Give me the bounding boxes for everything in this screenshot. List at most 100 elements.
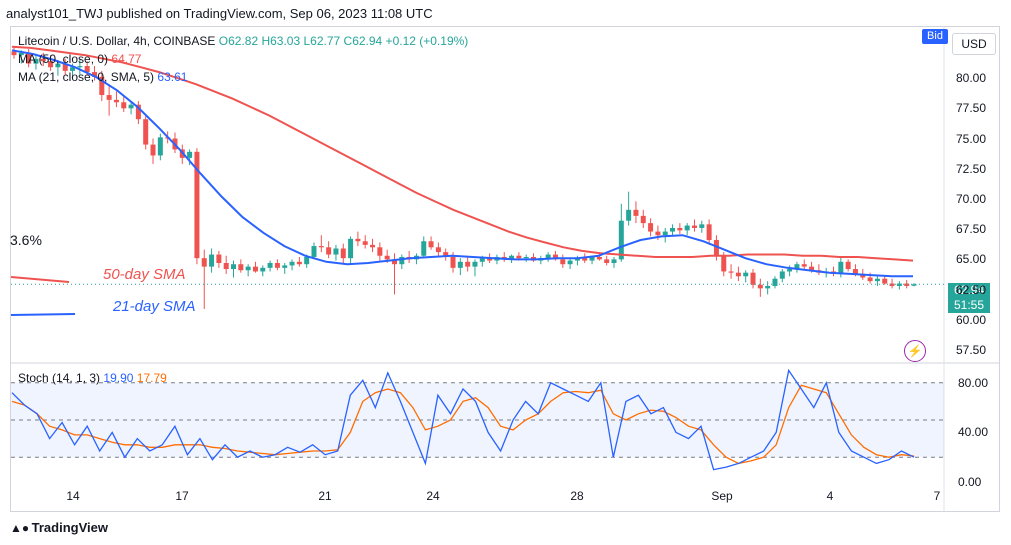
candle-body [370, 244, 376, 248]
candle-body [377, 247, 383, 256]
candle-body [18, 52, 24, 56]
candle-body [26, 52, 32, 64]
legend-stoch-label[interactable]: Stoch (14, 1, 3) [18, 371, 101, 385]
candle-body [40, 58, 46, 62]
candle-body [582, 258, 588, 261]
price-tick-label: 62.50 [956, 282, 987, 297]
candle-body [691, 225, 697, 228]
candle-body [187, 151, 193, 158]
candle-body [626, 209, 632, 221]
candle-body [428, 241, 434, 248]
ma50-annotation: 50-day SMA [103, 266, 186, 283]
candle-body [735, 272, 741, 277]
price-tick-label: 65.00 [956, 252, 987, 267]
bid-button[interactable]: Bid [922, 29, 948, 44]
candle-body [845, 261, 851, 270]
price-tick-label: 80.00 [956, 71, 987, 86]
candle-body [443, 252, 449, 257]
candle-body [611, 259, 617, 263]
legend-ma21-row: MA (21, close, 0, SMA, 5) 63.61 [18, 70, 187, 84]
candle-body [633, 209, 639, 216]
candle-body [457, 261, 463, 268]
time-tick-label: 28 [570, 489, 584, 503]
candle-body [838, 261, 844, 274]
candle-body [296, 261, 302, 265]
ma50-annotation-stroke [10, 276, 70, 283]
legend-symbol[interactable]: Litecoin / U.S. Dollar, 4h, COINBASE [18, 34, 216, 48]
candle-body [750, 272, 756, 285]
candle-body [713, 240, 719, 256]
candle-body [765, 285, 771, 289]
candle-body [77, 66, 83, 68]
legend-ma21-value: 63.61 [157, 70, 188, 84]
time-tick-label: Sep [711, 489, 733, 503]
legend-ma21-label[interactable]: MA (21, close, 0, SMA, 5) [18, 70, 155, 84]
candle-body [435, 247, 441, 253]
candle-body [699, 224, 705, 228]
candle-body [348, 238, 354, 259]
candle-body [223, 263, 229, 270]
candle-body [911, 284, 917, 286]
legend-stoch-d: 17.79 [136, 371, 167, 385]
candle-body [882, 278, 888, 284]
candle-body [640, 215, 646, 224]
time-tick-label: 14 [66, 489, 80, 503]
tradingview-mark-icon: ▲● [10, 521, 30, 535]
candle-body [274, 263, 280, 268]
lightning-icon[interactable]: ⚡ [904, 340, 926, 362]
candle-body [772, 278, 778, 286]
candle-body [252, 266, 258, 272]
candle-body [231, 264, 237, 270]
candle-body [391, 259, 397, 265]
tradingview-logo[interactable]: ▲● TradingView [10, 520, 108, 535]
stoch-k-line [11, 368, 915, 471]
candle-body [618, 220, 624, 260]
time-tick-label: 24 [426, 489, 440, 503]
ma50-line [11, 45, 914, 262]
candle-body [648, 223, 654, 232]
candle-body [574, 258, 580, 261]
candle-body [509, 255, 515, 260]
candle-body [567, 260, 573, 265]
candle-body [157, 137, 163, 156]
price-tick-label: 72.50 [956, 161, 987, 176]
price-tick-label: 75.00 [956, 131, 987, 146]
price-tick-label: 57.50 [956, 343, 987, 357]
currency-button[interactable]: USD [952, 33, 996, 55]
candle-body [311, 246, 317, 257]
stoch-tick-label: 0.00 [958, 475, 982, 489]
price-tick-label: 77.50 [956, 101, 987, 116]
candle-body [267, 263, 273, 268]
candle-body [201, 258, 207, 267]
candle-body [238, 264, 244, 271]
candle-body [684, 225, 690, 231]
candle-body [421, 241, 427, 256]
candle-body [128, 104, 134, 109]
candle-body [318, 246, 324, 248]
time-tick-label: 4 [826, 489, 834, 503]
candle-body [779, 271, 785, 279]
candle-body [874, 278, 880, 282]
candle-body [889, 283, 895, 286]
publish-credit: analyst101_TWJ published on TradingView.… [6, 6, 433, 21]
candle-body [33, 58, 39, 64]
candle-body [794, 264, 800, 270]
candle-body [472, 261, 478, 267]
legend-symbol-row: Litecoin / U.S. Dollar, 4h, COINBASE O62… [18, 34, 468, 48]
candle-body [11, 51, 17, 56]
candle-body [304, 256, 310, 265]
candle-body [216, 254, 222, 263]
candle-body [604, 259, 610, 263]
tradingview-brand: TradingView [31, 520, 108, 535]
ma21-annotation-stroke [10, 313, 76, 316]
candle-body [545, 254, 551, 259]
candle-body [194, 151, 200, 259]
candle-body [523, 256, 529, 259]
candle-body [70, 67, 76, 71]
price-tick-label: 70.00 [956, 191, 987, 206]
candle-body [260, 267, 266, 272]
legend-ma50-label[interactable]: MA (50, close, 0) [18, 52, 109, 66]
candle-body [655, 231, 661, 236]
candle-body [560, 259, 566, 265]
